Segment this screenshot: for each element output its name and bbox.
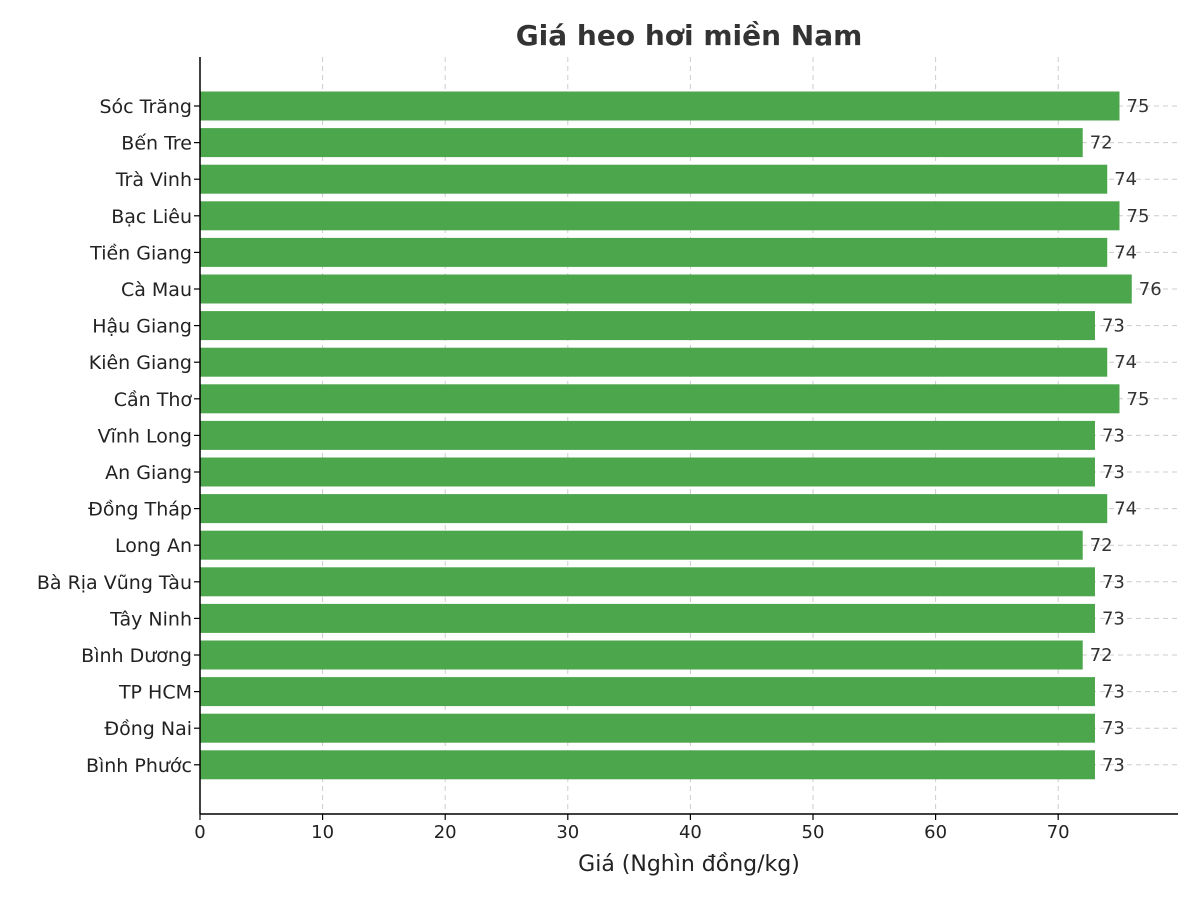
bar: [200, 201, 1120, 231]
category-label: Vĩnh Long: [98, 425, 192, 447]
value-label: 73: [1102, 682, 1125, 703]
value-label: 73: [1102, 718, 1125, 739]
category-label: Cà Mau: [121, 279, 192, 301]
value-label: 73: [1102, 316, 1125, 337]
category-label: Bến Tre: [121, 133, 192, 155]
value-label: 73: [1102, 572, 1125, 593]
x-tick-label: 40: [679, 822, 702, 843]
x-tick-label: 20: [434, 822, 457, 843]
bar: [200, 420, 1095, 450]
category-label-layer: Sóc Trăng Bến Tre Trà Vinh Bạc Liêu Tiền Gia…: [37, 96, 193, 777]
bar: [200, 603, 1095, 633]
bar-layer: [200, 91, 1132, 780]
x-tick-label: 70: [1047, 822, 1070, 843]
category-label: Sóc Trăng: [99, 96, 192, 118]
category-label: Kiên Giang: [89, 352, 192, 374]
category-label: Hậu Giang: [92, 316, 192, 338]
bar: [200, 274, 1132, 304]
category-label: Tây Ninh: [109, 608, 192, 630]
category-label: Tiền Giang: [89, 242, 192, 264]
x-axis-label: Giá (Nghìn đồng/kg): [578, 852, 800, 877]
x-tick-label: 50: [802, 822, 825, 843]
category-label: TP HCM: [118, 682, 192, 704]
bar: [200, 311, 1095, 341]
bar: [200, 128, 1083, 158]
chart-title: Giá heo hơi miền Nam: [516, 19, 863, 52]
x-tick-label: 0: [194, 822, 205, 843]
category-label: Bình Phước: [86, 755, 192, 777]
bar: [200, 457, 1095, 487]
value-label: 75: [1127, 206, 1150, 227]
bar: [200, 91, 1120, 121]
x-tick-label: 60: [924, 822, 947, 843]
category-label: Bạc Liêu: [111, 206, 192, 228]
bar: [200, 640, 1083, 670]
bar: [200, 750, 1095, 780]
value-label: 74: [1114, 499, 1137, 520]
bar: [200, 677, 1095, 707]
value-label: 73: [1102, 425, 1125, 446]
value-label: 73: [1102, 462, 1125, 483]
x-tick-layer: 0 10 20 30 40 50 60 70: [194, 105, 1070, 843]
value-label: 73: [1102, 755, 1125, 776]
bar: [200, 164, 1108, 194]
value-label: 74: [1114, 242, 1137, 263]
value-label: 72: [1090, 645, 1113, 666]
x-tick-label: 10: [311, 822, 334, 843]
x-tick-label: 30: [556, 822, 579, 843]
category-label: Long An: [115, 535, 192, 557]
value-label: 75: [1127, 389, 1150, 410]
category-label: Cần Thơ: [114, 389, 193, 411]
value-label: 75: [1127, 96, 1150, 117]
value-label: 72: [1090, 133, 1113, 154]
value-label: 72: [1090, 535, 1113, 556]
bar: [200, 530, 1083, 560]
bar: [200, 347, 1108, 377]
category-label: Trà Vinh: [115, 169, 192, 191]
bar: [200, 384, 1120, 414]
bar: [200, 237, 1108, 267]
category-label: Bình Dương: [81, 645, 192, 667]
category-label: Đồng Tháp: [88, 499, 192, 521]
bar: [200, 494, 1108, 524]
value-label: 76: [1139, 279, 1162, 300]
value-label: 73: [1102, 608, 1125, 629]
bar: [200, 713, 1095, 743]
category-label: An Giang: [105, 462, 192, 484]
category-label: Bà Rịa Vũng Tàu: [37, 572, 192, 594]
bar: [200, 567, 1095, 597]
category-label: Đồng Nai: [104, 718, 192, 740]
value-label: 74: [1114, 169, 1137, 190]
value-label: 74: [1114, 352, 1137, 373]
